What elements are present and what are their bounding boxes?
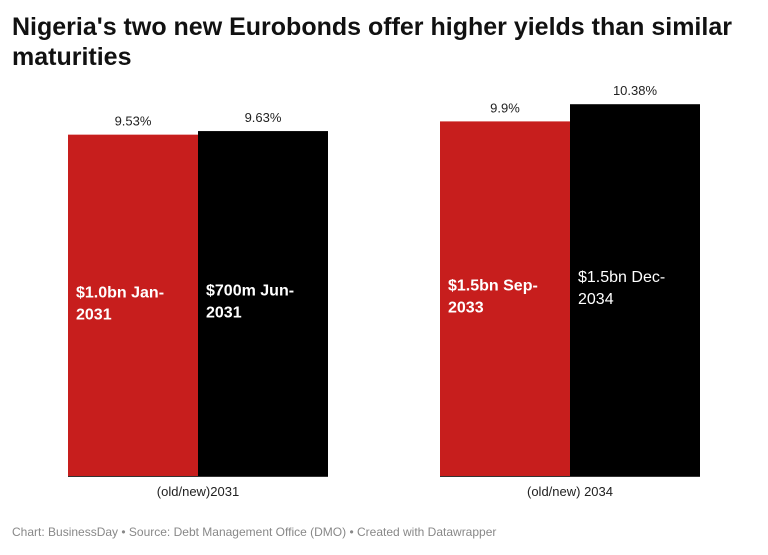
bar-value-label: 9.9% [490, 100, 520, 115]
bar [440, 121, 570, 477]
bar [570, 104, 700, 476]
bar-value-label: 10.38% [613, 83, 658, 98]
bar-chart: 9.53% $1.0bn Jan-2031 9.63% $700m Jun-2031 (… [68, 83, 700, 499]
bar-value-label: 9.53% [115, 114, 152, 129]
bar-label: $1.5bn Sep-2033 [448, 278, 538, 317]
bar-label: $700m Jun-2031 [206, 283, 294, 322]
bar [68, 134, 198, 477]
category-label: (old/new)2031 [157, 484, 239, 499]
category-label: (old/new) 2034 [527, 484, 613, 499]
chart-footer: Chart: BusinessDay • Source: Debt Manage… [12, 525, 497, 539]
bar-value-label: 9.63% [245, 110, 282, 125]
bar-label: $1.5bn Dec-2034 [578, 269, 665, 308]
chart-title: Nigeria's two new Eurobonds offer higher… [12, 13, 732, 71]
bar-label: $1.0bn Jan-2031 [76, 284, 164, 323]
bar [198, 131, 328, 476]
